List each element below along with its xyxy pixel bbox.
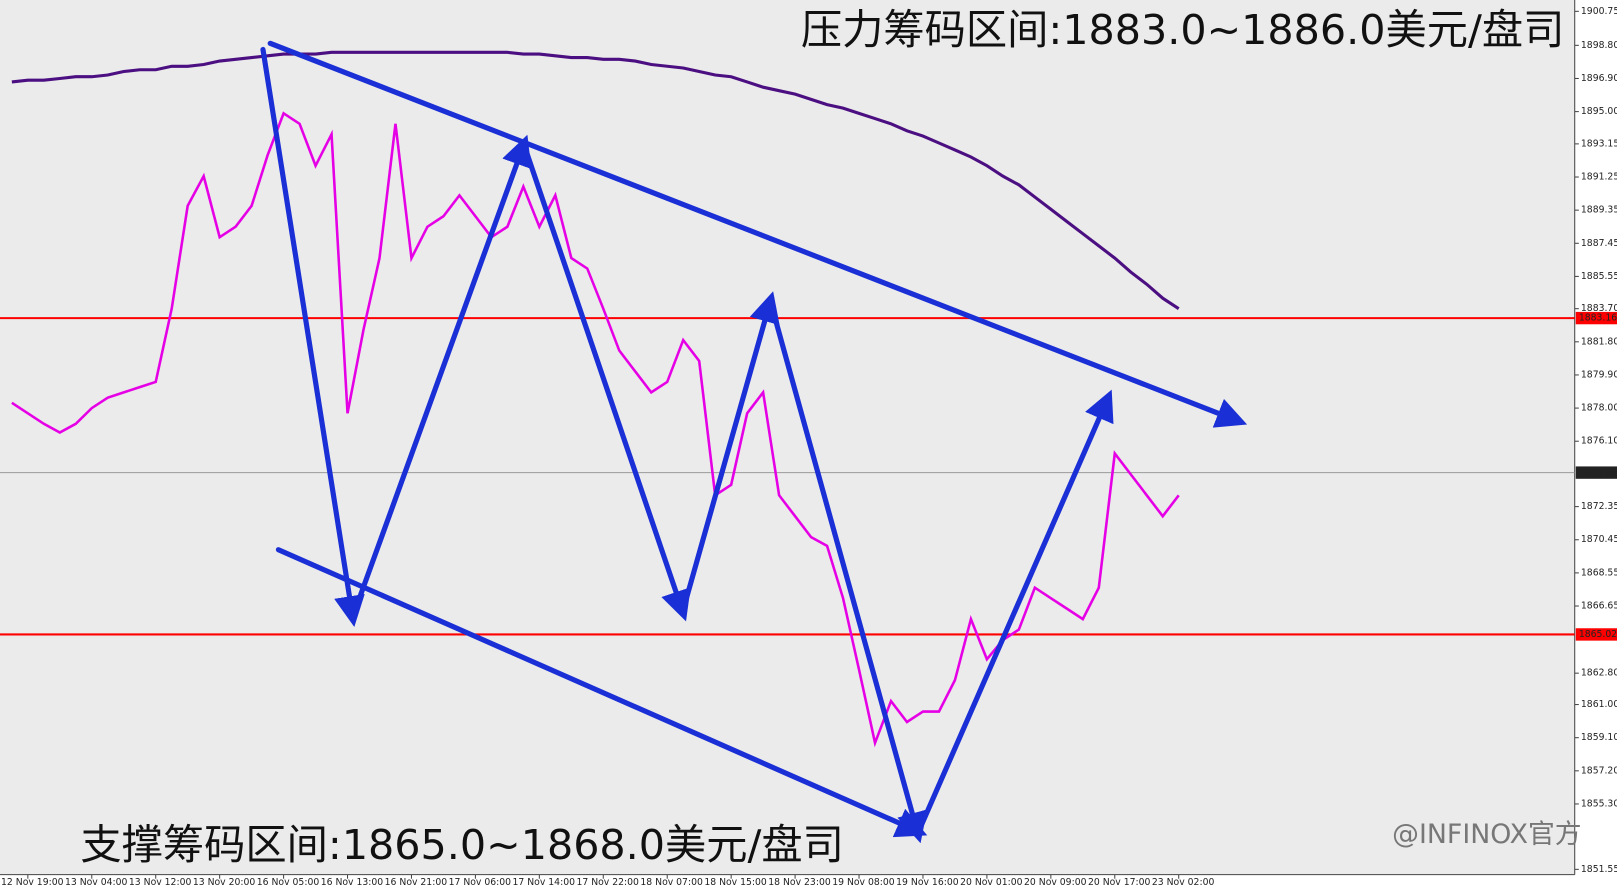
x-tick-label: 20 Nov 17:00: [1088, 877, 1151, 888]
x-tick-label: 20 Nov 01:00: [960, 877, 1023, 888]
y-tick-label: 1862.80: [1581, 668, 1617, 679]
x-tick-label: 13 Nov 04:00: [65, 877, 128, 888]
x-tick-label: 18 Nov 23:00: [768, 877, 831, 888]
x-tick-label: 18 Nov 07:00: [640, 877, 703, 888]
y-tick-label: 1859.10: [1581, 732, 1617, 743]
resistance-annotation: 压力筹码区间:1883.0~1886.0美元/盘司: [801, 6, 1564, 54]
series-line: [11, 50, 1180, 310]
level-label-box: [1575, 466, 1617, 479]
y-tick-label: 1870.45: [1581, 534, 1617, 545]
y-tick-label: 1878.00: [1581, 403, 1617, 414]
y-tick-label: 1857.20: [1581, 765, 1617, 776]
y-tick-label: 1885.55: [1581, 271, 1617, 282]
y-tick-label: 1855.30: [1581, 798, 1617, 809]
level-label-box: [1575, 628, 1617, 641]
x-tick-label: 17 Nov 14:00: [513, 877, 576, 888]
y-tick-label: 1879.90: [1581, 369, 1617, 380]
y-tick-label: 1866.65: [1581, 601, 1617, 612]
y-tick-label: 1898.80: [1581, 40, 1617, 51]
y-tick-label: 1876.10: [1581, 436, 1617, 447]
arrow: [767, 298, 928, 844]
y-tick-label: 1896.90: [1581, 73, 1617, 84]
plot-area: [0, 0, 1575, 875]
level-label: 1865.02: [1579, 629, 1617, 640]
x-tick-label: 13 Nov 12:00: [129, 877, 192, 888]
y-tick-label: 1887.45: [1581, 238, 1617, 249]
arrow: [350, 134, 532, 620]
x-tick-label: 17 Nov 06:00: [449, 877, 512, 888]
support-annotation: 支撑筹码区间:1865.0~1868.0美元/盘司: [80, 821, 843, 869]
x-tick-label: 12 Nov 19:00: [1, 877, 64, 888]
y-tick-label: 1883.70: [1581, 303, 1617, 314]
x-tick-label: 19 Nov 16:00: [896, 877, 959, 888]
x-tick-label: 17 Nov 22:00: [576, 877, 639, 888]
plot-layer: [0, 50, 1575, 748]
y-tick-label: 1861.00: [1581, 699, 1617, 710]
y-tick-label: 1868.55: [1581, 567, 1617, 578]
arrow: [680, 291, 780, 615]
x-tick-label: 23 Nov 02:00: [1152, 877, 1215, 888]
x-tick-label: 16 Nov 05:00: [257, 877, 320, 888]
y-tick-label: 1900.75: [1581, 6, 1617, 17]
arrow: [267, 40, 1248, 428]
y-tick-label: 1851.55: [1581, 864, 1617, 875]
y-tick-label: 1895.00: [1581, 106, 1617, 117]
arrow: [260, 46, 365, 627]
x-tick-label: 20 Nov 09:00: [1024, 877, 1087, 888]
y-tick-label: 1872.35: [1581, 501, 1617, 512]
level-label-box: [1575, 311, 1617, 325]
level-label: 1883.16: [1579, 313, 1617, 324]
watermark: @INFINOX官方: [1392, 819, 1581, 850]
level-label: 1874.30: [1579, 467, 1617, 478]
arrow: [915, 389, 1114, 836]
x-tick-label: 18 Nov 15:00: [704, 877, 767, 888]
y-tick-label: 1881.80: [1581, 336, 1617, 347]
x-tick-label: 16 Nov 13:00: [321, 877, 384, 888]
y-tick-label: 1889.35: [1581, 205, 1617, 216]
x-tick-label: 13 Nov 20:00: [193, 877, 256, 888]
y-tick-label: 1891.25: [1581, 172, 1617, 183]
y-tick-label: 1893.15: [1581, 138, 1617, 149]
x-tick-label: 16 Nov 21:00: [385, 877, 448, 888]
arrow: [521, 141, 691, 622]
trend-arrows: [260, 40, 1248, 844]
series-line: [11, 111, 1180, 748]
x-tick-label: 19 Nov 08:00: [832, 877, 895, 888]
arrow: [275, 547, 928, 838]
